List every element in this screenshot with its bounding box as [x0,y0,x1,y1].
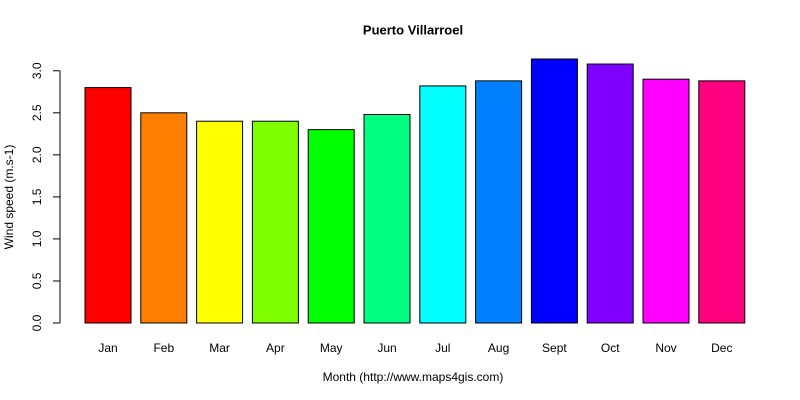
bar [196,120,244,324]
bar [363,113,411,324]
chart-title: Puerto Villarroel [363,22,463,37]
bar [419,85,467,324]
x-tick-label: Oct [601,341,620,355]
x-tick-label: Nov [655,341,676,355]
bar [307,129,355,324]
bar [586,63,634,324]
bar [251,120,299,324]
x-tick-label: Feb [153,341,174,355]
y-tick-label: 2.0 [30,146,44,163]
bar [698,80,746,324]
bar [475,80,523,324]
y-tick-label: 0.5 [30,272,44,289]
bar [642,78,690,324]
bar [530,58,578,324]
bar [84,87,132,324]
y-tick-label: 3.0 [30,62,44,79]
x-tick-label: Jan [98,341,117,355]
x-axis-label: Month (http://www.maps4gis.com) [323,370,504,384]
x-tick-label: Aug [488,341,509,355]
y-tick-label: 1.0 [30,230,44,247]
x-tick-label: Mar [209,341,230,355]
x-tick-label: Jul [435,341,450,355]
y-tick-label: 2.5 [30,104,44,121]
y-tick-label: 0.0 [30,314,44,331]
x-tick-label: Dec [711,341,732,355]
y-tick-label: 1.5 [30,188,44,205]
x-tick-label: May [320,341,343,355]
x-tick-label: Jun [377,341,396,355]
bar [140,112,188,324]
x-tick-label: Sept [542,341,567,355]
y-axis-label: Wind speed (m.s-1) [2,145,16,250]
x-tick-label: Apr [266,341,285,355]
